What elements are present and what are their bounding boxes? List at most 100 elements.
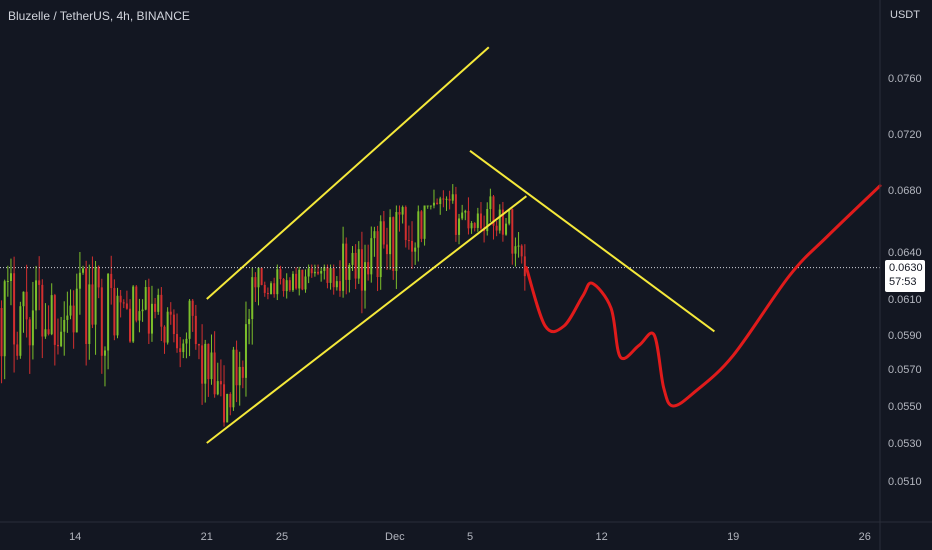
price-axis[interactable]: 0.0760 0.0720 0.0680 0.0640 0.0610 0.0590 0.05…: [879, 0, 922, 550]
candle-body-down: [442, 198, 445, 200]
candle-body-down: [194, 315, 197, 345]
candle-body-down: [72, 305, 75, 333]
candle-body-down: [197, 344, 200, 346]
candle-body-up: [107, 273, 110, 351]
price-tick-label: 0.0590: [888, 330, 922, 342]
candle-body-up: [50, 295, 53, 335]
candle-body-down: [179, 348, 182, 353]
candle-body-down: [169, 311, 172, 315]
candle-body-down: [273, 283, 276, 295]
candle-body-down: [25, 291, 28, 320]
chart-title: Bluzelle / TetherUS, 4h, BINANCE: [8, 9, 190, 23]
candle-body-up: [270, 283, 273, 295]
candle-body-down: [392, 217, 395, 271]
candle-body-down: [398, 212, 401, 215]
candle-body-up: [182, 343, 185, 353]
last-price-value: 0.0630: [889, 262, 923, 274]
candle-body-down: [338, 281, 341, 291]
candle-body-down: [282, 278, 285, 292]
candle-body-up: [157, 294, 160, 312]
candle-body-up: [75, 288, 78, 333]
candle-body-up: [304, 276, 307, 290]
candle-body-down: [0, 308, 3, 357]
candle-body-down: [207, 343, 210, 380]
candle-body-down: [266, 292, 269, 295]
price-tick-label: 0.0680: [888, 185, 922, 197]
candle-body-up: [458, 218, 461, 235]
candle-body-down: [523, 256, 526, 277]
candle-body-down: [110, 273, 113, 289]
downtrend-line: [469, 149, 715, 333]
candle-body-up: [470, 223, 473, 229]
candle-body-down: [100, 287, 103, 356]
candle-body-up: [94, 266, 97, 325]
candlesticks: [0, 184, 526, 427]
candle-body-down: [163, 326, 166, 343]
time-tick-label: 14: [69, 531, 81, 543]
price-tick-label: 0.0610: [888, 294, 922, 306]
candle-body-up: [291, 273, 294, 291]
price-tick-label: 0.0760: [888, 73, 922, 85]
time-tick-label: Dec: [385, 531, 405, 543]
candle-body-down: [47, 329, 50, 335]
channel-lower-line: [206, 195, 528, 444]
candle-body-down: [411, 240, 414, 252]
candle-body-down: [467, 210, 470, 229]
candle-body-up: [329, 268, 332, 283]
candle-body-down: [279, 269, 282, 279]
candle-body-down: [28, 319, 31, 346]
candle-body-down: [317, 271, 320, 274]
price-tick-label: 0.0640: [888, 247, 922, 259]
candle-body-down: [263, 284, 266, 293]
candle-body-up: [389, 217, 392, 255]
candle-body-down: [213, 352, 216, 395]
candle-body-down: [448, 198, 451, 201]
candle-body-down: [385, 244, 388, 255]
candle-body-down: [135, 286, 138, 321]
candle-body-up: [364, 262, 367, 291]
price-projection-path: [524, 184, 882, 408]
candle-body-down: [241, 366, 244, 378]
candle-body-up: [298, 269, 301, 289]
candle-body-down: [520, 245, 523, 257]
candle-body-up: [351, 252, 354, 265]
candle-body-up: [401, 207, 404, 215]
candle-body-up: [307, 268, 310, 277]
candle-body-down: [160, 294, 163, 327]
candle-body-up: [251, 277, 254, 320]
time-axis[interactable]: 14 21 25 Dec 5 12 19 26: [0, 521, 932, 543]
candle-body-down: [260, 267, 263, 285]
candle-body-down: [229, 393, 232, 408]
candle-body-up: [138, 311, 141, 321]
candle-body-up: [141, 309, 144, 312]
candle-body-up: [514, 246, 517, 254]
candle-body-up: [505, 223, 508, 235]
candle-body-down: [38, 280, 41, 285]
candle-body-down: [367, 262, 370, 275]
candle-body-down: [420, 211, 423, 239]
candle-body-down: [129, 308, 132, 342]
time-tick-label: 5: [467, 531, 473, 543]
candle-body-up: [313, 271, 316, 274]
candle-body-up: [248, 319, 251, 325]
candle-body-up: [35, 280, 38, 311]
candle-body-up: [204, 343, 207, 384]
candle-body-up: [166, 311, 169, 343]
price-tick-label: 0.0550: [888, 401, 922, 413]
candle-body-up: [188, 300, 191, 339]
candle-body-up: [185, 338, 188, 344]
candle-body-up: [3, 281, 6, 357]
candle-body-up: [342, 243, 345, 291]
candle-body-down: [301, 269, 304, 290]
channel-upper-line: [206, 46, 490, 300]
candle-body-down: [326, 267, 329, 283]
candle-body-up: [348, 264, 351, 280]
candle-body-up: [19, 306, 22, 356]
candle-body-down: [382, 221, 385, 245]
candle-body-down: [479, 213, 482, 229]
candle-body-down: [16, 344, 19, 356]
candle-body-down: [147, 287, 150, 334]
candle-body-down: [13, 273, 16, 345]
candle-body-up: [464, 210, 467, 213]
